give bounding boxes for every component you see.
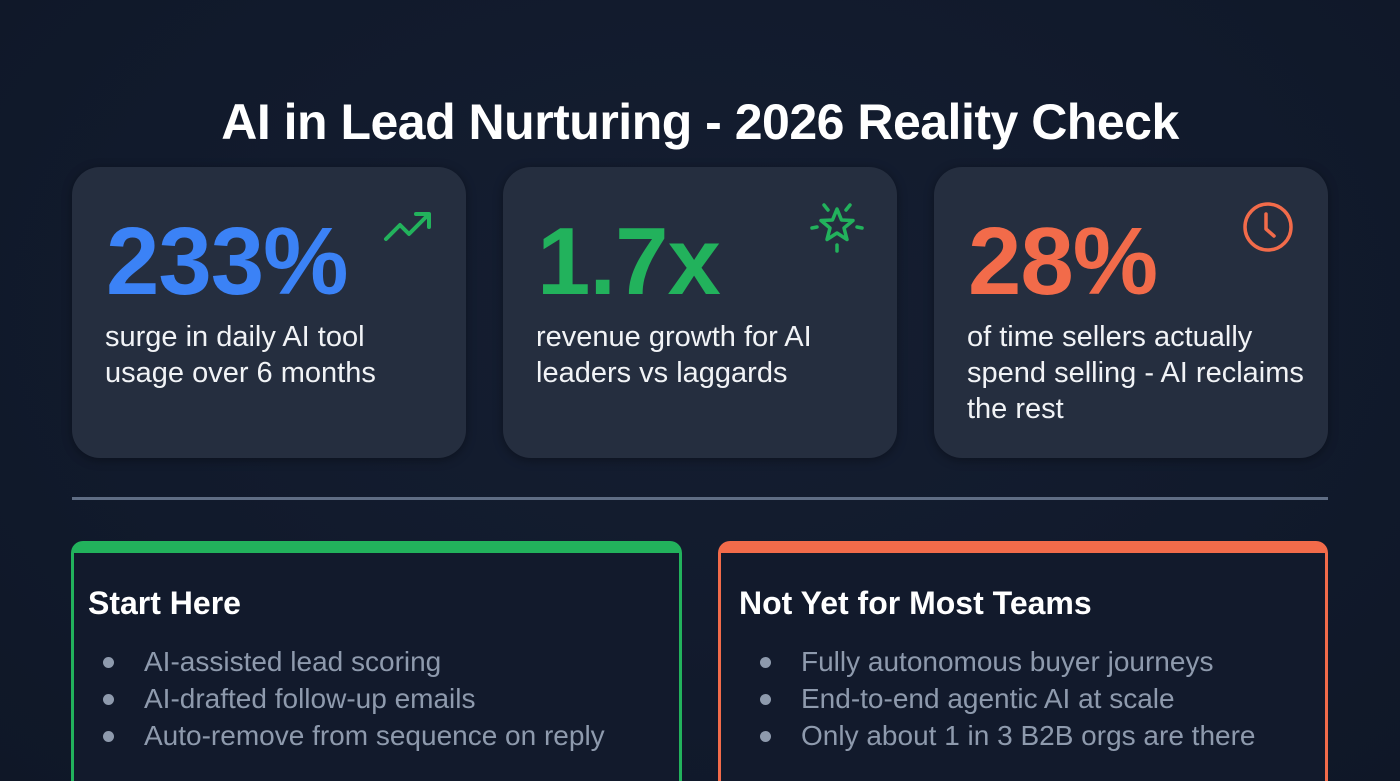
stat-description: revenue growth for AI leaders vs laggard… (536, 321, 812, 389)
stat-value: 233% (106, 208, 349, 315)
trending-up-icon (382, 205, 438, 261)
panel-title: Start Here (88, 585, 241, 621)
list-item: AI-drafted follow-up emails (100, 680, 605, 717)
list-item: Only about 1 in 3 B2B orgs are there (757, 717, 1256, 754)
stat-value: 28% (968, 208, 1158, 315)
stat-value: 1.7x (537, 208, 721, 315)
bullet-icon (103, 657, 114, 668)
list-item: AI-assisted lead scoring (100, 643, 605, 680)
not-yet-panel: Not Yet for Most Teams Fully autonomous … (718, 541, 1328, 781)
stat-description: of time sellers actually spend selling -… (967, 321, 1304, 425)
list-item: Fully autonomous buyer journeys (757, 643, 1256, 680)
list-item: Auto-remove from sequence on reply (100, 717, 605, 754)
list-item-text: Auto-remove from sequence on reply (144, 720, 605, 751)
list-item-text: AI-drafted follow-up emails (144, 683, 476, 714)
list-item: End-to-end agentic AI at scale (757, 680, 1256, 717)
bullet-icon (103, 694, 114, 705)
panel-title: Not Yet for Most Teams (739, 585, 1092, 621)
bullet-icon (760, 657, 771, 668)
list-item-text: AI-assisted lead scoring (144, 646, 442, 677)
clock-icon (1240, 199, 1296, 255)
stat-card-selling-time: 28% of time sellers actually spend selli… (934, 167, 1328, 458)
start-here-panel: Start Here AI-assisted lead scoring AI-d… (71, 541, 682, 781)
not-yet-list: Fully autonomous buyer journeys End-to-e… (757, 643, 1256, 754)
stat-description: surge in daily AI tool usage over 6 mont… (105, 321, 376, 389)
list-item-text: Fully autonomous buyer journeys (801, 646, 1214, 677)
bullet-icon (103, 731, 114, 742)
list-item-text: Only about 1 in 3 B2B orgs are there (801, 720, 1256, 751)
sparkle-star-icon (809, 199, 865, 255)
page-title: AI in Lead Nurturing - 2026 Reality Chec… (221, 93, 1179, 150)
section-divider (72, 497, 1328, 500)
stat-card-usage-surge: 233% surge in daily AI tool usage over 6… (72, 167, 466, 458)
list-item-text: End-to-end agentic AI at scale (801, 683, 1175, 714)
stat-card-revenue-growth: 1.7x revenue growth for AI leaders vs la… (503, 167, 897, 458)
bullet-icon (760, 731, 771, 742)
bullet-icon (760, 694, 771, 705)
start-here-list: AI-assisted lead scoring AI-drafted foll… (100, 643, 605, 754)
